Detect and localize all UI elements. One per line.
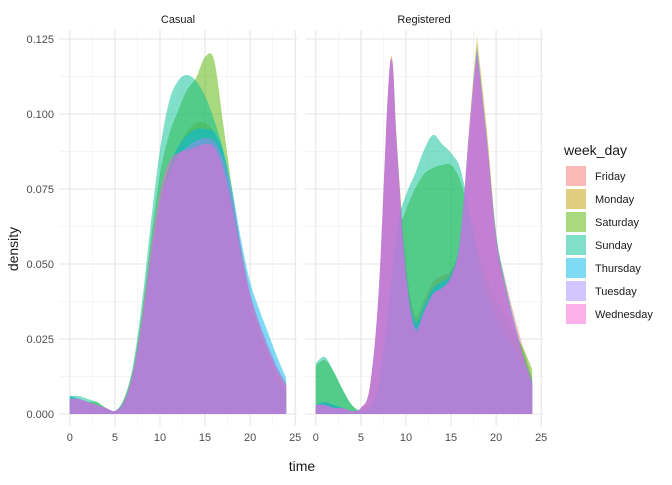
y-axis-label: density <box>5 227 21 271</box>
legend-label-wednesday: Wednesday <box>595 309 653 321</box>
y-tick-labels: 0.000 0.025 0.050 0.075 0.100 0.125 <box>26 34 54 421</box>
x-tick-labels-casual: 0 5 10 15 20 25 <box>67 432 302 444</box>
legend-key-monday <box>566 189 586 209</box>
legend-label-saturday: Saturday <box>595 217 640 229</box>
x-axis-label: time <box>289 458 316 474</box>
x-tick-label: 5 <box>112 432 118 444</box>
density-area-casual-wednesday <box>69 143 287 414</box>
x-tick-label: 15 <box>445 432 457 444</box>
y-tick-label: 0.050 <box>26 259 54 271</box>
x-tick-label: 5 <box>358 432 364 444</box>
legend-key-friday <box>566 166 586 186</box>
panel-title-registered: Registered <box>397 14 450 26</box>
y-tick-label: 0.025 <box>26 334 54 346</box>
y-tick-label: 0.100 <box>26 109 54 121</box>
x-tick-label: 20 <box>244 432 256 444</box>
legend-key-saturday <box>566 212 586 232</box>
density-area-registered-wednesday <box>315 51 533 415</box>
panel-registered: Registered 0 5 10 15 20 25 <box>305 14 547 444</box>
x-tick-label: 15 <box>199 432 211 444</box>
legend-key-tuesday <box>566 281 586 301</box>
legend-key-thursday <box>566 258 586 278</box>
x-tick-label: 10 <box>154 432 166 444</box>
legend-label-friday: Friday <box>595 171 626 183</box>
legend: week_day Friday Monday Saturday Sunday Thurs… <box>563 142 653 324</box>
legend-title: week_day <box>563 142 627 158</box>
x-tick-label: 0 <box>67 432 73 444</box>
areas-registered <box>315 35 533 415</box>
legend-label-sunday: Sunday <box>595 240 633 252</box>
legend-key-sunday <box>566 235 586 255</box>
y-tick-label: 0.075 <box>26 184 54 196</box>
legend-label-thursday: Thursday <box>595 263 641 275</box>
panel-casual: Casual 0 5 10 15 20 25 <box>59 14 301 444</box>
x-tick-label: 25 <box>289 432 301 444</box>
x-tick-labels-registered: 0 5 10 15 20 25 <box>313 432 548 444</box>
y-tick-label: 0.000 <box>26 409 54 421</box>
x-tick-label: 20 <box>490 432 502 444</box>
x-tick-label: 0 <box>313 432 319 444</box>
legend-items: Friday Monday Saturday Sunday Thursday Tuesda… <box>566 166 653 324</box>
legend-label-tuesday: Tuesday <box>595 286 637 298</box>
legend-label-monday: Monday <box>595 194 635 206</box>
areas-casual <box>69 53 287 414</box>
panel-title-casual: Casual <box>161 14 195 26</box>
x-tick-label: 10 <box>400 432 412 444</box>
x-tick-label: 25 <box>535 432 547 444</box>
legend-key-wednesday <box>566 304 586 324</box>
y-tick-label: 0.125 <box>26 34 54 46</box>
